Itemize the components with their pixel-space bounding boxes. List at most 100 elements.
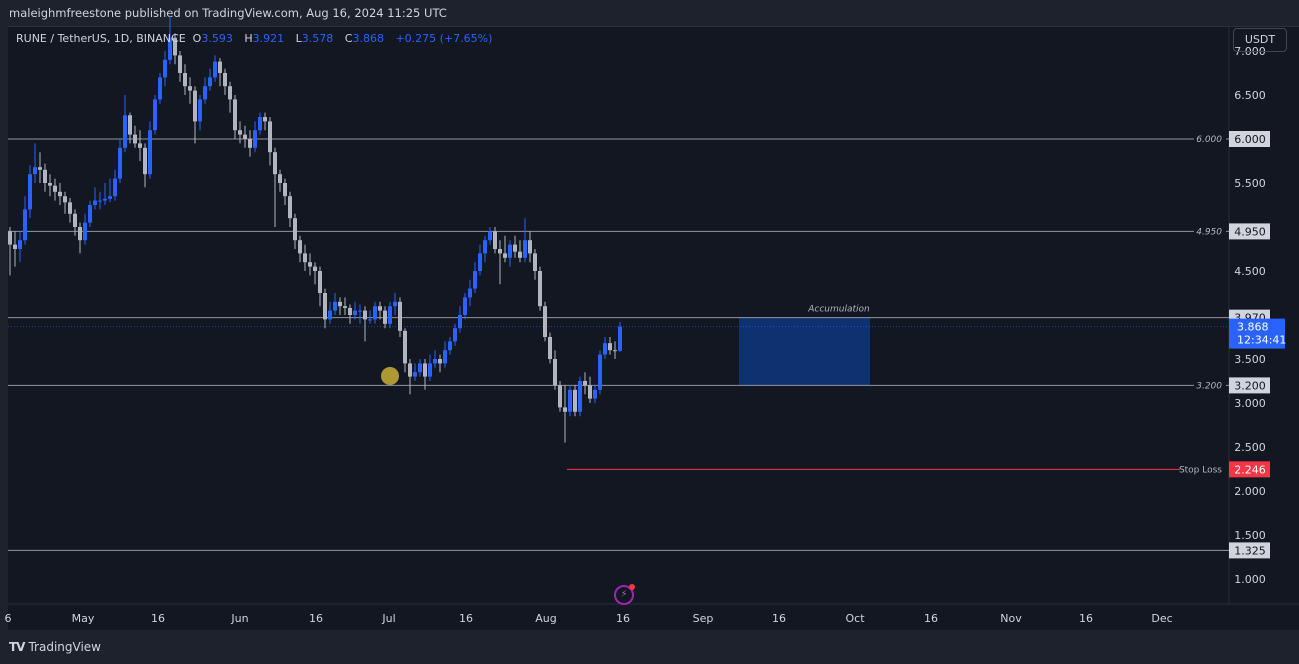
candle-body[interactable] [453, 328, 457, 342]
candle-body[interactable] [278, 174, 282, 183]
candle-body[interactable] [223, 73, 227, 87]
candle-body[interactable] [603, 343, 607, 355]
candle-body[interactable] [403, 330, 407, 364]
candle-body[interactable] [288, 196, 292, 219]
candle-body[interactable] [208, 77, 212, 87]
candle-body[interactable] [38, 167, 42, 170]
candle-body[interactable] [483, 240, 487, 254]
candle-body[interactable] [33, 167, 37, 175]
candle-body[interactable] [383, 310, 387, 324]
candle-body[interactable] [423, 363, 427, 377]
candle-body[interactable] [293, 218, 297, 241]
candle-body[interactable] [138, 143, 142, 148]
candle-body[interactable] [13, 244, 17, 249]
candle-body[interactable] [23, 209, 27, 241]
candle-body[interactable] [618, 326, 622, 351]
candle-body[interactable] [213, 61, 217, 78]
candle-body[interactable] [563, 407, 567, 412]
candle-body[interactable] [313, 266, 317, 271]
candle-body[interactable] [318, 271, 322, 293]
candle-body[interactable] [123, 115, 127, 148]
candle-body[interactable] [578, 381, 582, 412]
candle-body[interactable] [283, 183, 287, 197]
candle-body[interactable] [253, 130, 257, 148]
candle-body[interactable] [308, 262, 312, 267]
candle-body[interactable] [163, 59, 167, 78]
candle-body[interactable] [243, 134, 247, 139]
candle-body[interactable] [438, 359, 442, 364]
candle-body[interactable] [263, 117, 267, 122]
candle-body[interactable] [143, 147, 147, 175]
candle-body[interactable] [303, 253, 307, 263]
candle-body[interactable] [158, 77, 162, 100]
candle-body[interactable] [98, 200, 102, 202]
candle-body[interactable] [548, 337, 552, 359]
candle-body[interactable] [108, 196, 112, 199]
candle-body[interactable] [553, 359, 557, 386]
candle-body[interactable] [273, 152, 277, 175]
candle-body[interactable] [48, 183, 52, 186]
candle-body[interactable] [418, 363, 422, 373]
candle-body[interactable] [448, 341, 452, 351]
candle-body[interactable] [573, 389, 577, 412]
candle-body[interactable] [53, 185, 57, 192]
candle-body[interactable] [503, 253, 507, 258]
candle-body[interactable] [218, 61, 222, 73]
candle-body[interactable] [473, 271, 477, 289]
candle-body[interactable] [598, 354, 602, 390]
candle-body[interactable] [488, 231, 492, 241]
candle-body[interactable] [93, 200, 97, 205]
candle-body[interactable] [353, 310, 357, 315]
candle-body[interactable] [233, 99, 237, 131]
candle-body[interactable] [543, 306, 547, 337]
candle-body[interactable] [513, 244, 517, 252]
candle-body[interactable] [58, 191, 62, 197]
candle-body[interactable] [88, 205, 92, 223]
candle-body[interactable] [8, 231, 12, 245]
candle-body[interactable] [198, 99, 202, 122]
candle-body[interactable] [588, 385, 592, 399]
candle-body[interactable] [43, 169, 47, 183]
candle-body[interactable] [458, 315, 462, 329]
candle-body[interactable] [183, 73, 187, 87]
candle-body[interactable] [28, 174, 32, 210]
candle-body[interactable] [68, 202, 72, 214]
candle-body[interactable] [493, 231, 497, 249]
candle-body[interactable] [78, 227, 82, 241]
candle-body[interactable] [18, 240, 22, 249]
candle-body[interactable] [63, 196, 67, 203]
candle-body[interactable] [153, 99, 157, 131]
candle-body[interactable] [518, 251, 522, 258]
candle-body[interactable] [133, 134, 137, 144]
candle-body[interactable] [333, 301, 337, 311]
candle-body[interactable] [118, 147, 122, 179]
candle-body[interactable] [258, 117, 262, 131]
candle-body[interactable] [408, 363, 412, 377]
lightning-icon[interactable]: ⚡ [614, 584, 635, 605]
candle-body[interactable] [103, 198, 107, 201]
candle-body[interactable] [148, 130, 152, 175]
candle-body[interactable] [413, 372, 417, 377]
candle-body[interactable] [178, 55, 182, 73]
symbol-title[interactable]: RUNE / TetherUS, 1D, BINANCE [16, 32, 186, 45]
candle-body[interactable] [468, 288, 472, 298]
candle-body[interactable] [358, 310, 362, 312]
candle-body[interactable] [83, 222, 87, 241]
candle-body[interactable] [608, 343, 612, 351]
candle-body[interactable] [478, 253, 482, 271]
tradingview-logo[interactable]: TV TradingView [9, 640, 101, 654]
candle-body[interactable] [388, 306, 392, 324]
candle-body[interactable] [73, 213, 77, 227]
candle-body[interactable] [228, 86, 232, 100]
candle-body[interactable] [378, 306, 382, 311]
candle-body[interactable] [568, 389, 572, 412]
candle-body[interactable] [528, 240, 532, 254]
candle-body[interactable] [523, 240, 527, 258]
marker-dot[interactable] [381, 367, 399, 385]
candle-body[interactable] [538, 271, 542, 307]
candle-body[interactable] [248, 139, 252, 148]
candle-body[interactable] [393, 301, 397, 307]
candle-body[interactable] [368, 319, 372, 321]
candle-body[interactable] [498, 249, 502, 254]
currency-button[interactable]: USDT [1233, 28, 1287, 52]
